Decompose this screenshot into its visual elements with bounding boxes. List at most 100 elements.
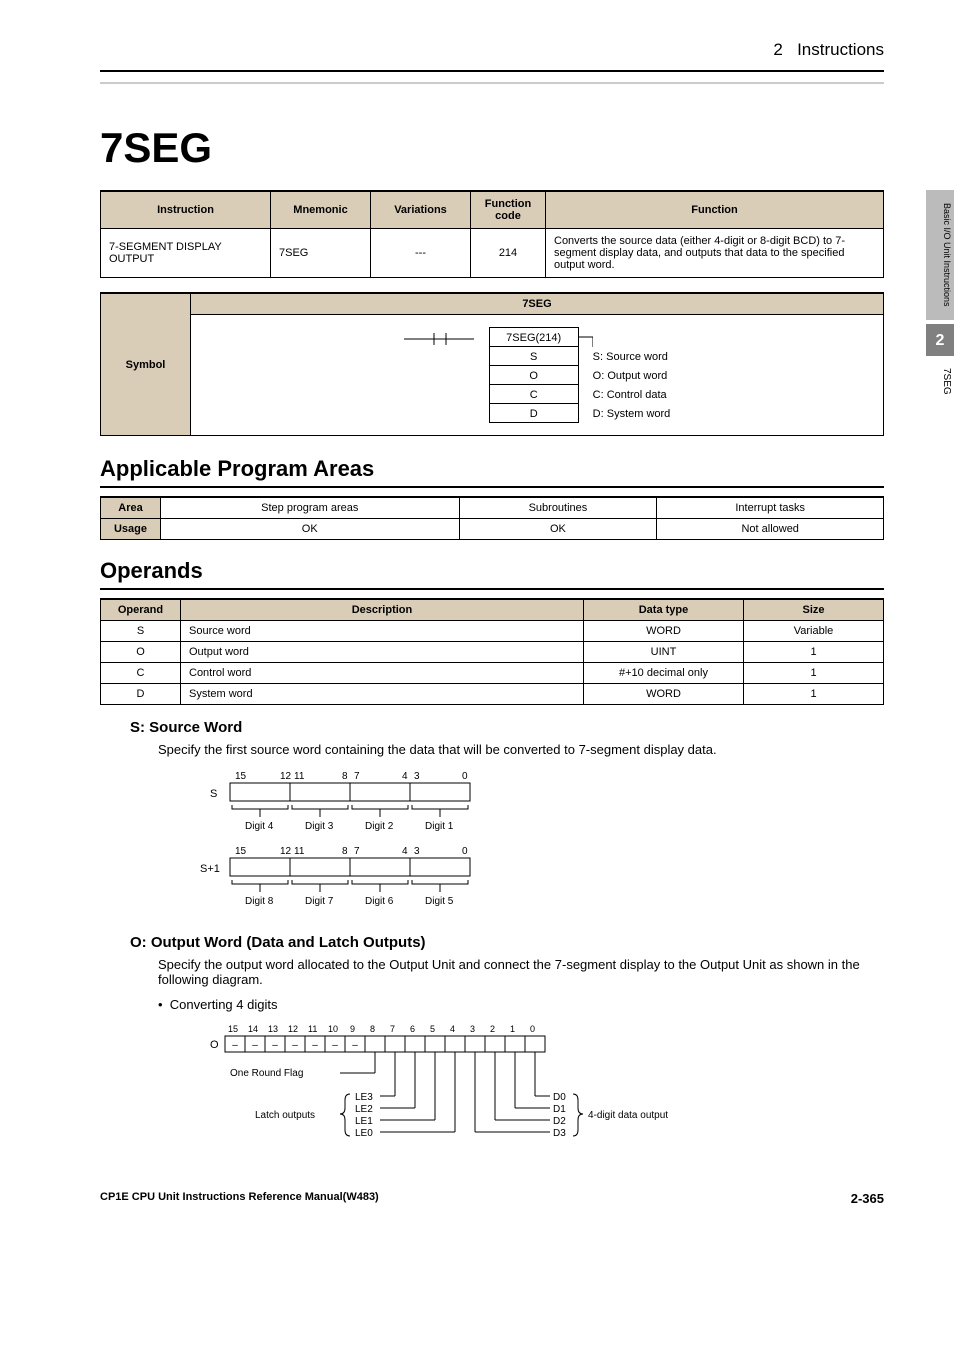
- ladder-icon: [404, 327, 474, 351]
- td: OK: [161, 519, 460, 540]
- page-title: 7SEG: [100, 124, 884, 172]
- svg-text:0: 0: [462, 846, 468, 857]
- svg-text:8: 8: [342, 771, 348, 782]
- svg-text:15: 15: [228, 1024, 238, 1034]
- ladder-var: D: [489, 403, 579, 423]
- svg-text:4: 4: [450, 1024, 455, 1034]
- svg-text:4: 4: [402, 771, 408, 782]
- svg-text:–: –: [272, 1040, 278, 1051]
- svg-text:15: 15: [235, 846, 247, 857]
- td: OK: [459, 519, 657, 540]
- td: Subroutines: [459, 497, 657, 519]
- program-areas-table: Area Step program areas Subroutines Inte…: [100, 496, 884, 540]
- svg-text:LE0: LE0: [355, 1128, 373, 1139]
- th: Instruction: [101, 191, 271, 229]
- subheading: S: Source Word: [130, 719, 884, 736]
- svg-text:D2: D2: [553, 1116, 566, 1127]
- svg-text:3: 3: [470, 1024, 475, 1034]
- th: Function code: [471, 191, 546, 229]
- footer-left: CP1E CPU Unit Instructions Reference Man…: [100, 1191, 379, 1206]
- footer-right: 2-365: [851, 1191, 884, 1206]
- svg-text:7: 7: [390, 1024, 395, 1034]
- svg-text:3: 3: [414, 771, 420, 782]
- td: Step program areas: [161, 497, 460, 519]
- divider: [100, 82, 884, 84]
- ladder-desc: O: Output word: [593, 370, 668, 382]
- td: 1: [744, 684, 884, 705]
- td: System word: [181, 684, 584, 705]
- svg-text:7: 7: [354, 846, 360, 857]
- output-word-diagram: O 15 14 13 12 11 10 9 8 7 6 5 4 3 2 1 0: [190, 1018, 884, 1153]
- td: 214: [471, 229, 546, 278]
- svg-text:11: 11: [308, 1024, 317, 1034]
- svg-text:6: 6: [410, 1024, 415, 1034]
- td: Variable: [744, 621, 884, 642]
- ladder-var: C: [489, 384, 579, 404]
- svg-text:8: 8: [370, 1024, 375, 1034]
- body-text: Specify the first source word containing…: [158, 742, 884, 757]
- th: Usage: [101, 519, 161, 540]
- svg-text:S+1: S+1: [200, 863, 220, 875]
- svg-text:LE3: LE3: [355, 1092, 373, 1103]
- td: ---: [371, 229, 471, 278]
- svg-text:1: 1: [510, 1024, 515, 1034]
- symbol-table: Symbol 7SEG 7SEG(214) SS: Source word: [100, 292, 884, 436]
- th: Operand: [101, 599, 181, 621]
- svg-text:3: 3: [414, 846, 420, 857]
- td: WORD: [584, 684, 744, 705]
- connector: [579, 327, 593, 347]
- section-heading: Applicable Program Areas: [100, 456, 884, 488]
- svg-text:12: 12: [280, 771, 292, 782]
- symbol-body: 7SEG(214) SS: Source word OO: Output wor…: [191, 315, 884, 436]
- svg-text:Digit 8: Digit 8: [245, 896, 274, 907]
- svg-text:D1: D1: [553, 1104, 566, 1115]
- th: Description: [181, 599, 584, 621]
- svg-text:–: –: [352, 1040, 358, 1051]
- td: WORD: [584, 621, 744, 642]
- svg-text:13: 13: [268, 1024, 278, 1034]
- td: 1: [744, 642, 884, 663]
- th: Size: [744, 599, 884, 621]
- svg-text:8: 8: [342, 846, 348, 857]
- ladder-desc: D: System word: [593, 408, 671, 420]
- svg-text:15: 15: [235, 771, 247, 782]
- svg-text:10: 10: [328, 1024, 338, 1034]
- ladder-desc: C: Control data: [593, 389, 667, 401]
- svg-text:12: 12: [280, 846, 292, 857]
- svg-text:D0: D0: [553, 1092, 566, 1103]
- svg-text:7: 7: [354, 771, 360, 782]
- svg-text:9: 9: [350, 1024, 355, 1034]
- section-heading: Operands: [100, 558, 884, 590]
- svg-text:D3: D3: [553, 1128, 566, 1139]
- td: Source word: [181, 621, 584, 642]
- svg-text:11: 11: [294, 771, 305, 782]
- td: 7SEG: [271, 229, 371, 278]
- svg-text:–: –: [292, 1040, 298, 1051]
- svg-text:–: –: [232, 1040, 238, 1051]
- symbol-label: Symbol: [101, 293, 191, 436]
- side-tab-page: 7SEG: [926, 360, 954, 400]
- svg-text:O: O: [210, 1039, 219, 1051]
- td: 7-SEGMENT DISPLAY OUTPUT: [101, 229, 271, 278]
- svg-text:–: –: [312, 1040, 318, 1051]
- svg-text:LE1: LE1: [355, 1116, 373, 1127]
- svg-text:4: 4: [402, 846, 408, 857]
- ladder-desc: S: Source word: [593, 351, 668, 363]
- svg-text:0: 0: [462, 771, 468, 782]
- subheading: O: Output Word (Data and Latch Outputs): [130, 934, 884, 951]
- section-title: Instructions: [797, 40, 884, 59]
- td: Converts the source data (either 4-digit…: [546, 229, 884, 278]
- svg-text:Digit 6: Digit 6: [365, 896, 394, 907]
- svg-text:12: 12: [288, 1024, 298, 1034]
- td: C: [101, 663, 181, 684]
- ladder-name: 7SEG(214): [489, 327, 579, 347]
- svg-text:4-digit data output: 4-digit data output: [588, 1110, 668, 1121]
- svg-text:–: –: [252, 1040, 258, 1051]
- th: Area: [101, 497, 161, 519]
- td: Not allowed: [657, 519, 884, 540]
- svg-text:5: 5: [430, 1024, 435, 1034]
- svg-text:0: 0: [530, 1024, 535, 1034]
- ladder-var: O: [489, 365, 579, 385]
- operands-table: Operand Description Data type Size SSour…: [100, 598, 884, 705]
- svg-text:–: –: [332, 1040, 338, 1051]
